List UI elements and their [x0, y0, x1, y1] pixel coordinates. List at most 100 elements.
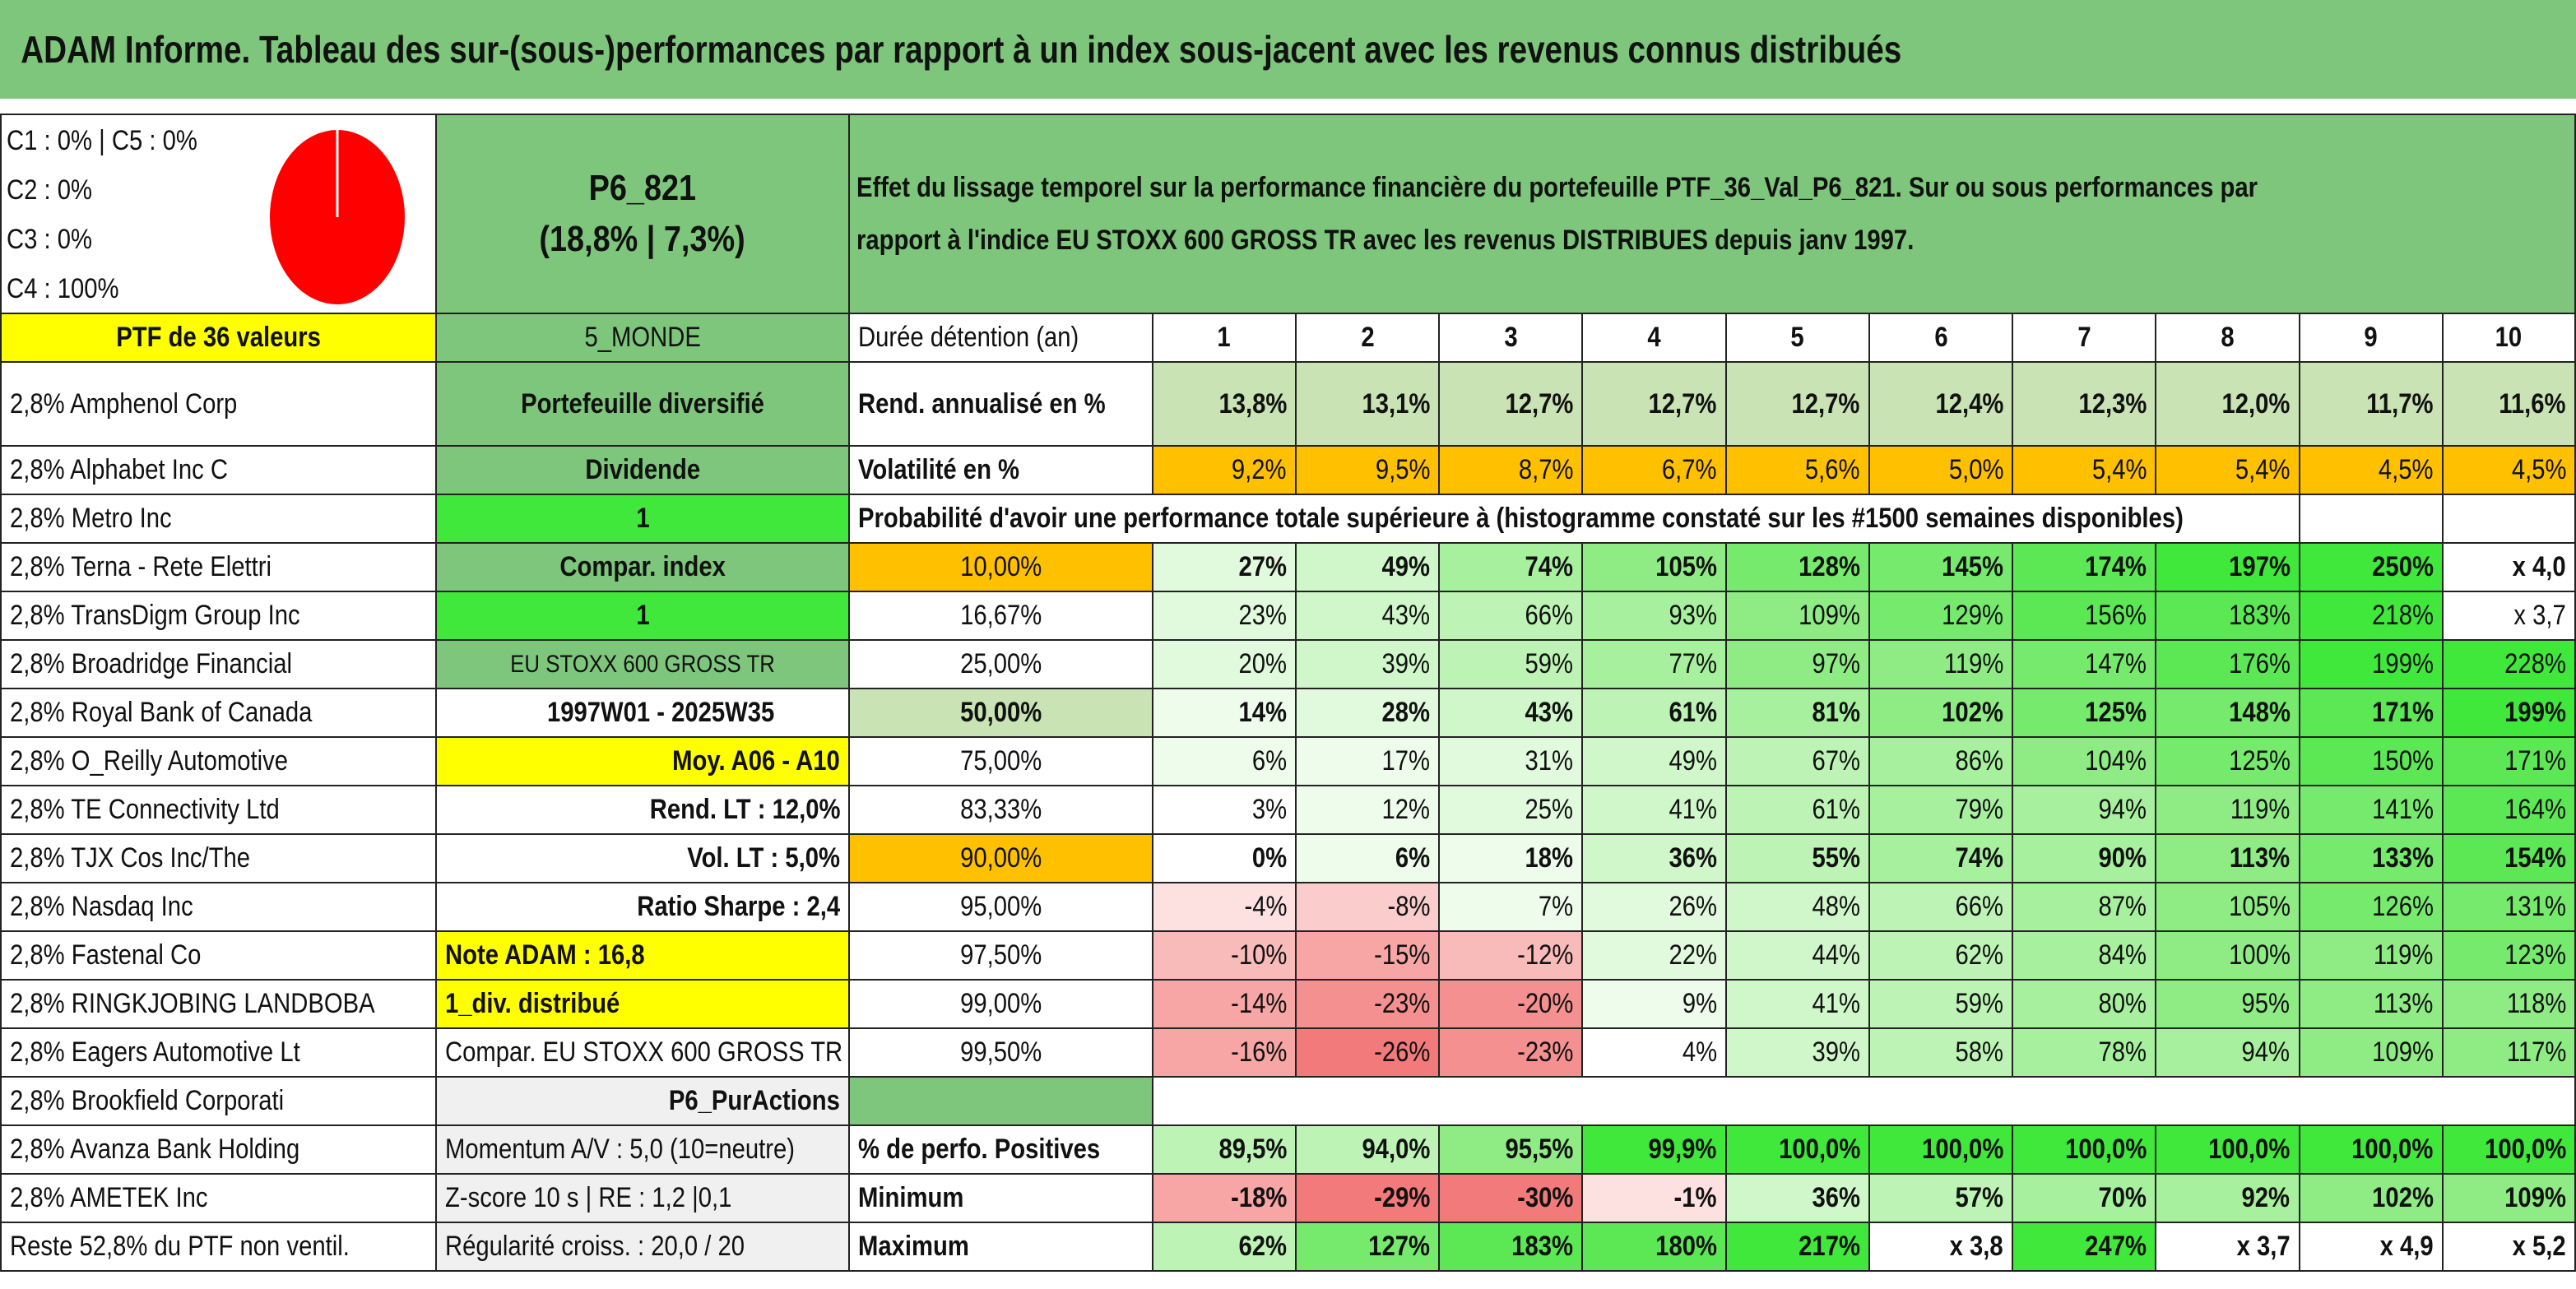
max-value-text: 127% — [1368, 1231, 1431, 1262]
min-value-text: 36% — [1812, 1182, 1860, 1213]
quantile-value-text: -4% — [1243, 891, 1287, 922]
pos-label: % de perfo. Positives — [848, 1124, 1153, 1175]
quantile-value-text: 164% — [2504, 794, 2566, 825]
pos-value-text: 89,5% — [1218, 1134, 1287, 1165]
year-header-text: 10 — [2495, 322, 2523, 353]
quantile-value-text: 171% — [2504, 745, 2566, 777]
quantile-value: 95% — [2155, 979, 2300, 1029]
info-cell-text: Note ADAM : 16,8 — [444, 939, 645, 971]
title-bar: ADAM Informe. Tableau des sur-(sous-)per… — [0, 0, 2576, 99]
quantile-value-text: 22% — [1669, 939, 1717, 971]
quantile-value-text: -23% — [1517, 1036, 1574, 1068]
quantile-level: 97,50% — [848, 930, 1153, 981]
quantile-value-text: 131% — [2504, 891, 2566, 922]
info-cell: 1 — [434, 591, 851, 641]
quantile-value: 93% — [1581, 591, 1727, 641]
holding: 2,8% Nasdaq Inc — [0, 882, 437, 932]
holding-text: 2,8% TE Connectivity Ltd — [10, 794, 280, 825]
year-header-text: 1 — [1217, 322, 1232, 353]
vol-value-text: 5,4% — [2235, 454, 2291, 485]
quantile-row: 2,8% TE Connectivity Ltd Rend. LT : 12,0%… — [0, 785, 2576, 835]
quantile-value: 36% — [1581, 833, 1727, 883]
quantile-row: 2,8% RINGKJOBING LANDBOBA 1_div. distribu… — [0, 979, 2576, 1029]
quantile-level: 50,00% — [848, 688, 1153, 738]
holding: 2,8% TE Connectivity Ltd — [0, 785, 437, 835]
holding-text: 2,8% Terna - Rete Elettri — [10, 551, 272, 582]
quantile-level-text: 90,00% — [959, 842, 1042, 874]
holding-text: 2,8% Eagers Automotive Lt — [10, 1036, 300, 1068]
quantile-value: 58% — [1868, 1027, 2014, 1078]
quantile-level-text: 95,00% — [959, 891, 1042, 922]
min-value-text: 109% — [2504, 1182, 2566, 1213]
quantile-value-text: 9% — [1682, 988, 1717, 1019]
quantile-value: 39% — [1294, 639, 1441, 689]
max-row: Reste 52,8% du PTF non ventil. Régularité… — [0, 1222, 2576, 1272]
vol-value-text: 9,5% — [1375, 454, 1431, 485]
max-value-text: 62% — [1238, 1231, 1287, 1262]
quantile-value: 141% — [2298, 785, 2444, 835]
empty-cell — [2441, 494, 2576, 544]
quantile-value: 128% — [1724, 542, 1870, 592]
info-cell-text: Rend. LT : 12,0% — [649, 794, 841, 825]
quantile-level-text: 10,00% — [959, 551, 1042, 582]
holding: 2,8% TJX Cos Inc/The — [0, 833, 437, 883]
quantile-value-text: 128% — [1799, 551, 1860, 582]
quantile-value-text: -16% — [1230, 1036, 1287, 1068]
rend-label-text: Rend. annualisé en % — [858, 387, 1106, 420]
quantile-value: 176% — [2155, 639, 2300, 689]
info-cell: Vol. LT : 5,0% — [434, 833, 851, 883]
min-value: -29% — [1294, 1173, 1441, 1223]
info-cell: Ratio Sharpe : 2,4 — [434, 882, 851, 932]
holding-text: 2,8% Fastenal Co — [10, 939, 202, 971]
min-value-text: 70% — [2098, 1182, 2147, 1213]
quantile-value-text: 12% — [1381, 794, 1431, 825]
rend-label: Rend. annualisé en % — [848, 361, 1153, 447]
holding: 2,8% RINGKJOBING LANDBOBA — [0, 979, 437, 1029]
info-cell: EU STOXX 600 GROSS TR — [434, 639, 851, 689]
quantile-value: -4% — [1151, 882, 1297, 932]
quantile-value-text: 199% — [2504, 697, 2566, 728]
quantile-value: 109% — [1724, 591, 1870, 641]
quantile-value: 39% — [1724, 1027, 1870, 1078]
pos-row: 2,8% Avanza Bank Holding Momentum A/V : 5… — [0, 1124, 2576, 1175]
quantile-value: 102% — [1868, 688, 2014, 738]
quantile-value: 119% — [1868, 639, 2014, 689]
rend-value: 11,6% — [2441, 361, 2576, 447]
min-label: Minimum — [848, 1173, 1153, 1223]
vol-value: 4,5% — [2441, 445, 2576, 495]
quantile-value-text: 28% — [1381, 697, 1431, 728]
quantile-value-text: 171% — [2371, 697, 2434, 728]
quantile-value-text: 250% — [2371, 551, 2434, 582]
holding: 2,8% Metro Inc — [0, 494, 437, 544]
class-label-text: C4 : 100% — [7, 273, 119, 304]
quantile-value: 78% — [2012, 1027, 2157, 1078]
quantile-value-text: 7% — [1539, 891, 1574, 922]
quantile-value-text: 0% — [1251, 842, 1287, 874]
vol-value: 9,2% — [1151, 445, 1297, 495]
year-header: 7 — [2012, 313, 2157, 363]
quantile-value: 81% — [1724, 688, 1870, 738]
holding-text: 2,8% O_Reilly Automotive — [10, 745, 289, 777]
quantile-value-text: 43% — [1381, 600, 1431, 631]
info-cell: Rend. LT : 12,0% — [434, 785, 851, 835]
vol-value: 5,4% — [2012, 445, 2157, 495]
max-value: x 4,9 — [2298, 1222, 2444, 1272]
holding-text: 2,8% RINGKJOBING LANDBOBA — [10, 988, 375, 1019]
description-line-1-text: Effet du lissage temporel sur la perform… — [856, 172, 2258, 203]
quantile-value-text: 117% — [2506, 1036, 2566, 1068]
vol-value-text: 5,4% — [2091, 454, 2147, 485]
min-label-text: Minimum — [858, 1182, 964, 1213]
rend-value-text: 13,8% — [1218, 387, 1287, 420]
info-cell-text: 1 — [635, 600, 650, 631]
info-cell-text: Vol. LT : 5,0% — [687, 842, 841, 874]
quantile-value-text: x 3,7 — [2513, 600, 2566, 631]
quantile-level-text: 83,33% — [959, 794, 1042, 825]
quantile-value-text: 67% — [1812, 745, 1860, 777]
quantile-value-text: 36% — [1669, 842, 1717, 874]
vol-value-text: 4,5% — [2511, 454, 2566, 485]
quantile-value: 250% — [2298, 542, 2444, 592]
quantile-value: 43% — [1438, 688, 1584, 738]
info-cell: Momentum A/V : 5,0 (10=neutre) — [434, 1124, 851, 1175]
pos-value: 94,0% — [1294, 1124, 1441, 1175]
quantile-value-text: 113% — [2230, 842, 2291, 874]
